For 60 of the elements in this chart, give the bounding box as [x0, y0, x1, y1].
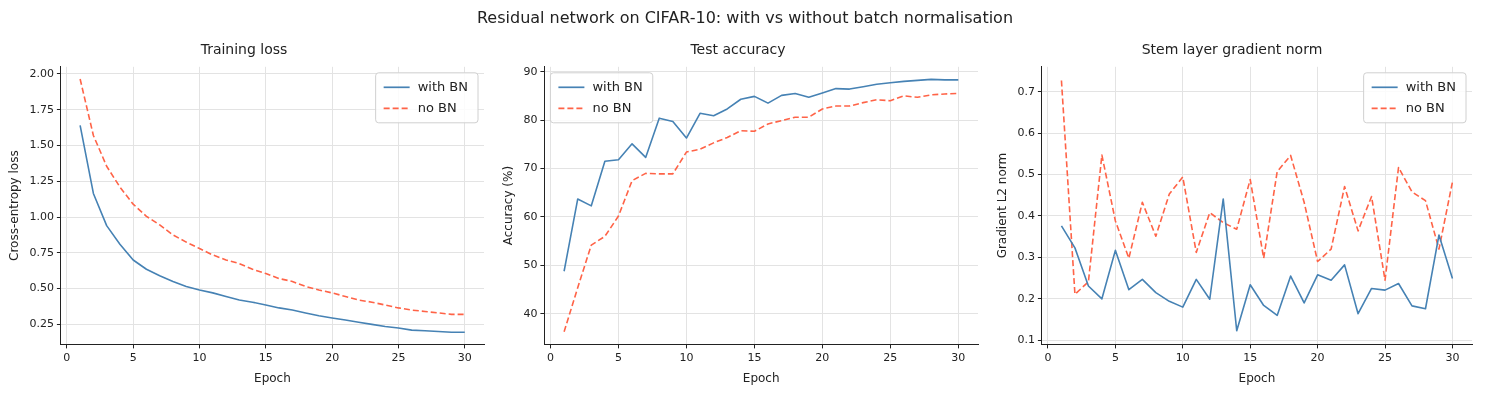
y-tick-label: 90 [523, 64, 538, 78]
x-tick-label: 25 [883, 350, 898, 364]
y-axis-title: Cross-entropy loss [7, 150, 22, 261]
x-tick-label: 5 [614, 350, 622, 364]
y-tick-label: 1.00 [29, 209, 54, 223]
y-tick-label: 0.75 [29, 245, 54, 259]
y-tick-label: 1.75 [29, 102, 54, 116]
y-tick-label: 0.6 [1017, 125, 1035, 139]
y-tick-label: 1.50 [29, 138, 54, 152]
y-tick-label: 0.25 [29, 317, 54, 331]
chart-title: Test accuracy [689, 41, 786, 58]
legend-label: with BN [592, 78, 643, 94]
x-tick-label: 0 [1044, 350, 1052, 364]
x-tick-label: 10 [1175, 350, 1190, 364]
y-tick-label: 0.4 [1017, 208, 1035, 222]
legend-label: with BN [417, 78, 468, 94]
x-tick-label: 30 [951, 350, 966, 364]
x-tick-label: 10 [192, 350, 207, 364]
text: Residual network on CIFAR-10: with vs without batch normalisation [475, 8, 1015, 27]
x-tick-label: 5 [129, 350, 137, 364]
x-tick-label: 15 [747, 350, 762, 364]
legend-label: no BN [1405, 99, 1445, 115]
y-tick-label: 0.3 [1017, 250, 1035, 264]
x-tick-label: 10 [679, 350, 694, 364]
y-tick-label: 80 [523, 112, 538, 126]
y-tick-label: 60 [523, 209, 538, 223]
x-tick-label: 25 [1378, 350, 1393, 364]
x-tick-label: 0 [547, 350, 555, 364]
legend-label: with BN [1405, 78, 1456, 94]
y-axis-title: Accuracy (%) [501, 165, 516, 246]
x-tick-label: 20 [325, 350, 340, 364]
x-tick-label: 0 [63, 350, 71, 364]
x-axis-title: Epoch [742, 370, 780, 385]
x-tick-label: 20 [1310, 350, 1325, 364]
x-tick-label: 5 [1111, 350, 1119, 364]
line-series [1060, 79, 1454, 296]
x-tick-label: 25 [391, 350, 406, 364]
x-axis-title: Epoch [1238, 370, 1276, 385]
line-series [79, 78, 466, 316]
y-tick-label: 0.1 [1017, 333, 1035, 347]
y-axis-title: Gradient L2 norm [995, 152, 1010, 259]
y-tick-label: 40 [523, 306, 538, 320]
y-tick-label: 0.7 [1017, 84, 1035, 98]
y-tick-label: 50 [523, 258, 538, 272]
y-tick-label: 0.5 [1017, 167, 1035, 181]
y-tick-label: 0.50 [29, 281, 54, 295]
x-tick-label: 15 [258, 350, 273, 364]
y-tick-label: 70 [523, 161, 538, 175]
y-tick-label: 1.25 [29, 174, 54, 188]
x-tick-label: 15 [1243, 350, 1258, 364]
chart-title: Stem layer gradient norm [1141, 41, 1323, 58]
x-tick-label: 30 [1445, 350, 1460, 364]
y-tick-label: 2.00 [29, 66, 54, 80]
x-tick-label: 30 [457, 350, 472, 364]
legend-label: no BN [592, 99, 632, 115]
legend-label: no BN [417, 99, 457, 115]
x-tick-label: 20 [815, 350, 830, 364]
y-tick-label: 0.2 [1017, 291, 1035, 305]
x-axis-title: Epoch [254, 370, 291, 385]
chart-title: Training loss [199, 41, 288, 58]
